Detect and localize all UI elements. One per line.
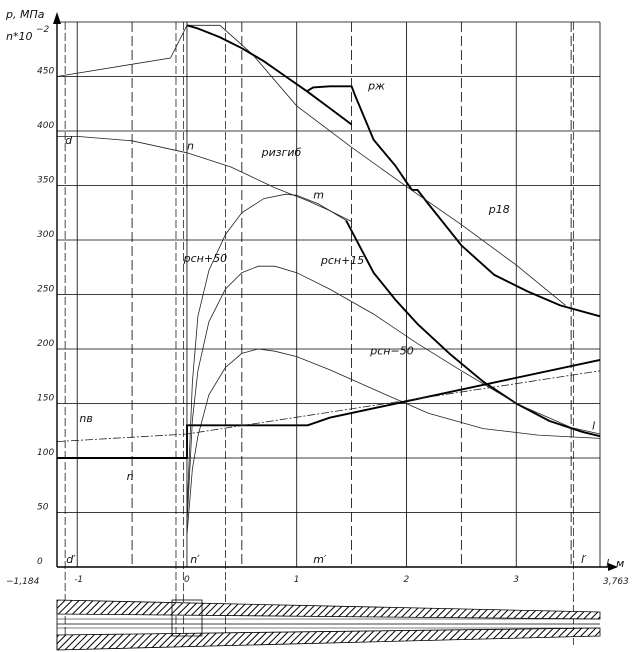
x-min-label: −1,184 — [6, 577, 40, 587]
point-label: l — [592, 420, 595, 433]
x-axis-label: l, м — [606, 557, 624, 570]
series-label: pсн+15 — [320, 254, 364, 267]
y-axis-label-exponent: −2 — [36, 25, 50, 35]
barrel-schematic — [56, 599, 601, 651]
y-tick-label: 350 — [37, 176, 54, 186]
series-label: nв — [79, 412, 92, 425]
y-tick-label: 150 — [37, 394, 54, 404]
series-line — [186, 193, 347, 513]
series-line — [187, 24, 566, 306]
point-label: m — [313, 189, 324, 202]
point-label: l′ — [581, 553, 587, 566]
chamber-outline — [171, 599, 203, 637]
chart-labels: 0 50 100 150 200 250 300 350 400 450 -1 0 1 2 3 pж p18 pи… — [37, 67, 595, 586]
x-tick-label: 2 — [403, 575, 409, 585]
series-label: pизгиб — [261, 146, 302, 159]
series-line — [56, 370, 601, 442]
series-line — [186, 348, 601, 535]
point-label: n′ — [190, 553, 200, 566]
barrel-wall-top — [56, 599, 601, 620]
series-label: p18 — [488, 203, 510, 216]
chart-axes — [53, 12, 618, 571]
x-axis-arrow — [608, 563, 618, 571]
y-tick-label: 50 — [37, 503, 49, 513]
y-axis-label-scale: n*10 — [6, 30, 32, 43]
series-label: n — [127, 470, 134, 483]
x-max-label: 3,763 — [603, 577, 629, 587]
x-tick-label: 3 — [513, 575, 519, 585]
series-label: pсн−50 — [369, 344, 413, 357]
series-line — [307, 85, 601, 318]
point-label: m′ — [313, 553, 327, 566]
series-line — [186, 24, 353, 126]
x-tick-label: 0 — [184, 575, 190, 585]
series-label: pсн+50 — [183, 252, 227, 265]
point-label: d — [65, 134, 73, 147]
series-line — [186, 265, 601, 524]
series-line — [57, 358, 601, 459]
x-tick-label: 1 — [294, 575, 300, 585]
y-tick-label: 200 — [37, 339, 54, 349]
y-tick-label: 400 — [37, 121, 54, 131]
y-tick-label: 100 — [37, 448, 54, 458]
y-tick-label: 0 — [37, 557, 43, 567]
series-line — [57, 135, 352, 222]
grid-lines — [57, 22, 600, 645]
y-axis-label: p, МПа — [5, 8, 45, 21]
y-tick-label: 450 — [37, 67, 54, 77]
y-tick-label: 250 — [37, 285, 54, 295]
point-label: d′ — [66, 553, 76, 566]
chart-series — [56, 24, 601, 535]
y-tick-label: 300 — [37, 230, 54, 240]
barrel-wall-bottom — [56, 627, 601, 651]
x-tick-label: -1 — [74, 575, 83, 585]
point-label: n — [187, 140, 194, 153]
series-label: pж — [367, 80, 385, 93]
series-line — [345, 219, 601, 438]
y-axis-arrow — [53, 12, 61, 24]
series-line — [56, 25, 188, 77]
